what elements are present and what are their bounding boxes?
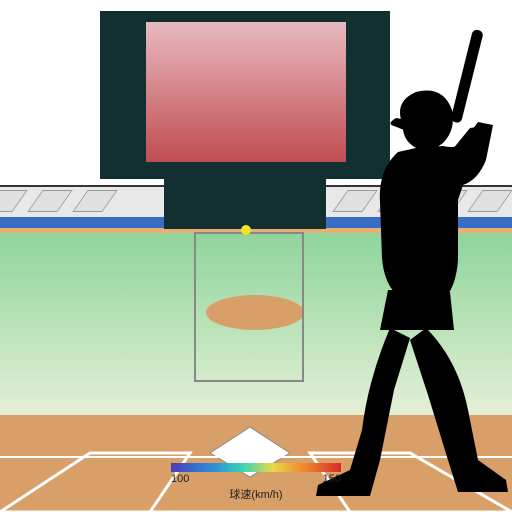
baseball-scene: 100 150 球速(km/h)	[0, 0, 512, 512]
batter-silhouette	[298, 30, 512, 500]
legend-gradient-bar	[171, 463, 341, 472]
legend-tick: 100	[171, 473, 189, 485]
strike-zone	[194, 232, 304, 382]
legend-label: 球速(km/h)	[171, 486, 341, 502]
legend-ticks: 100 150	[171, 473, 341, 485]
legend-tick: 150	[323, 473, 341, 485]
pitch-ball	[241, 225, 251, 235]
speed-legend: 100 150 球速(km/h)	[171, 463, 341, 502]
